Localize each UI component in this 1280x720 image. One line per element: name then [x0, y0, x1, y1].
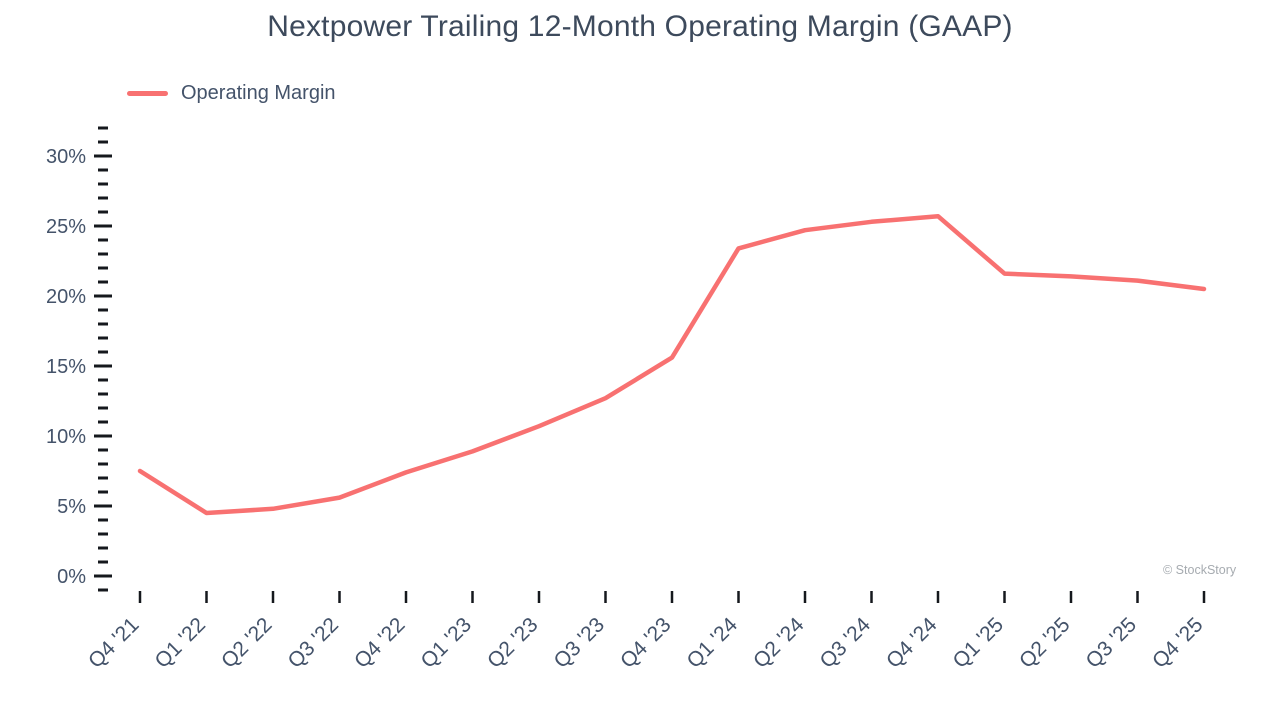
x-axis-label: Q2 '24: [749, 613, 809, 673]
x-axis-label: Q4 '25: [1148, 613, 1208, 673]
x-axis-label: Q4 '24: [882, 613, 942, 673]
y-axis-label: 20%: [46, 286, 86, 308]
x-axis-label: Q2 '23: [483, 613, 543, 673]
y-axis-label: 30%: [46, 146, 86, 168]
x-axis-label: Q3 '23: [549, 613, 609, 673]
x-axis-label: Q1 '25: [948, 613, 1008, 673]
x-axis-label: Q1 '24: [682, 613, 742, 673]
x-axis-label: Q4 '22: [350, 613, 410, 673]
x-axis-label: Q3 '22: [283, 613, 343, 673]
watermark: © StockStory: [1163, 563, 1237, 577]
x-axis-label: Q2 '25: [1015, 613, 1075, 673]
y-axis-label: 0%: [57, 566, 86, 588]
y-axis-label: 5%: [57, 496, 86, 518]
legend: Operating Margin: [127, 82, 336, 105]
legend-line-icon: [127, 91, 168, 96]
y-axis-label: 10%: [46, 426, 86, 448]
x-axis-label: Q3 '25: [1081, 613, 1141, 673]
x-axis-label: Q4 '23: [616, 613, 676, 673]
x-axis-label: Q1 '22: [150, 613, 210, 673]
x-axis-label: Q2 '22: [217, 613, 277, 673]
chart-title: Nextpower Trailing 12-Month Operating Ma…: [267, 10, 1013, 43]
x-axis-label: Q3 '24: [815, 613, 875, 673]
x-axis-label: Q1 '23: [416, 613, 476, 673]
y-axis-label: 25%: [46, 216, 86, 238]
y-axis-label: 15%: [46, 356, 86, 378]
operating-margin-line: [137, 213, 1207, 516]
legend-label: Operating Margin: [181, 82, 336, 104]
x-axis-label: Q4 '21: [84, 613, 144, 673]
